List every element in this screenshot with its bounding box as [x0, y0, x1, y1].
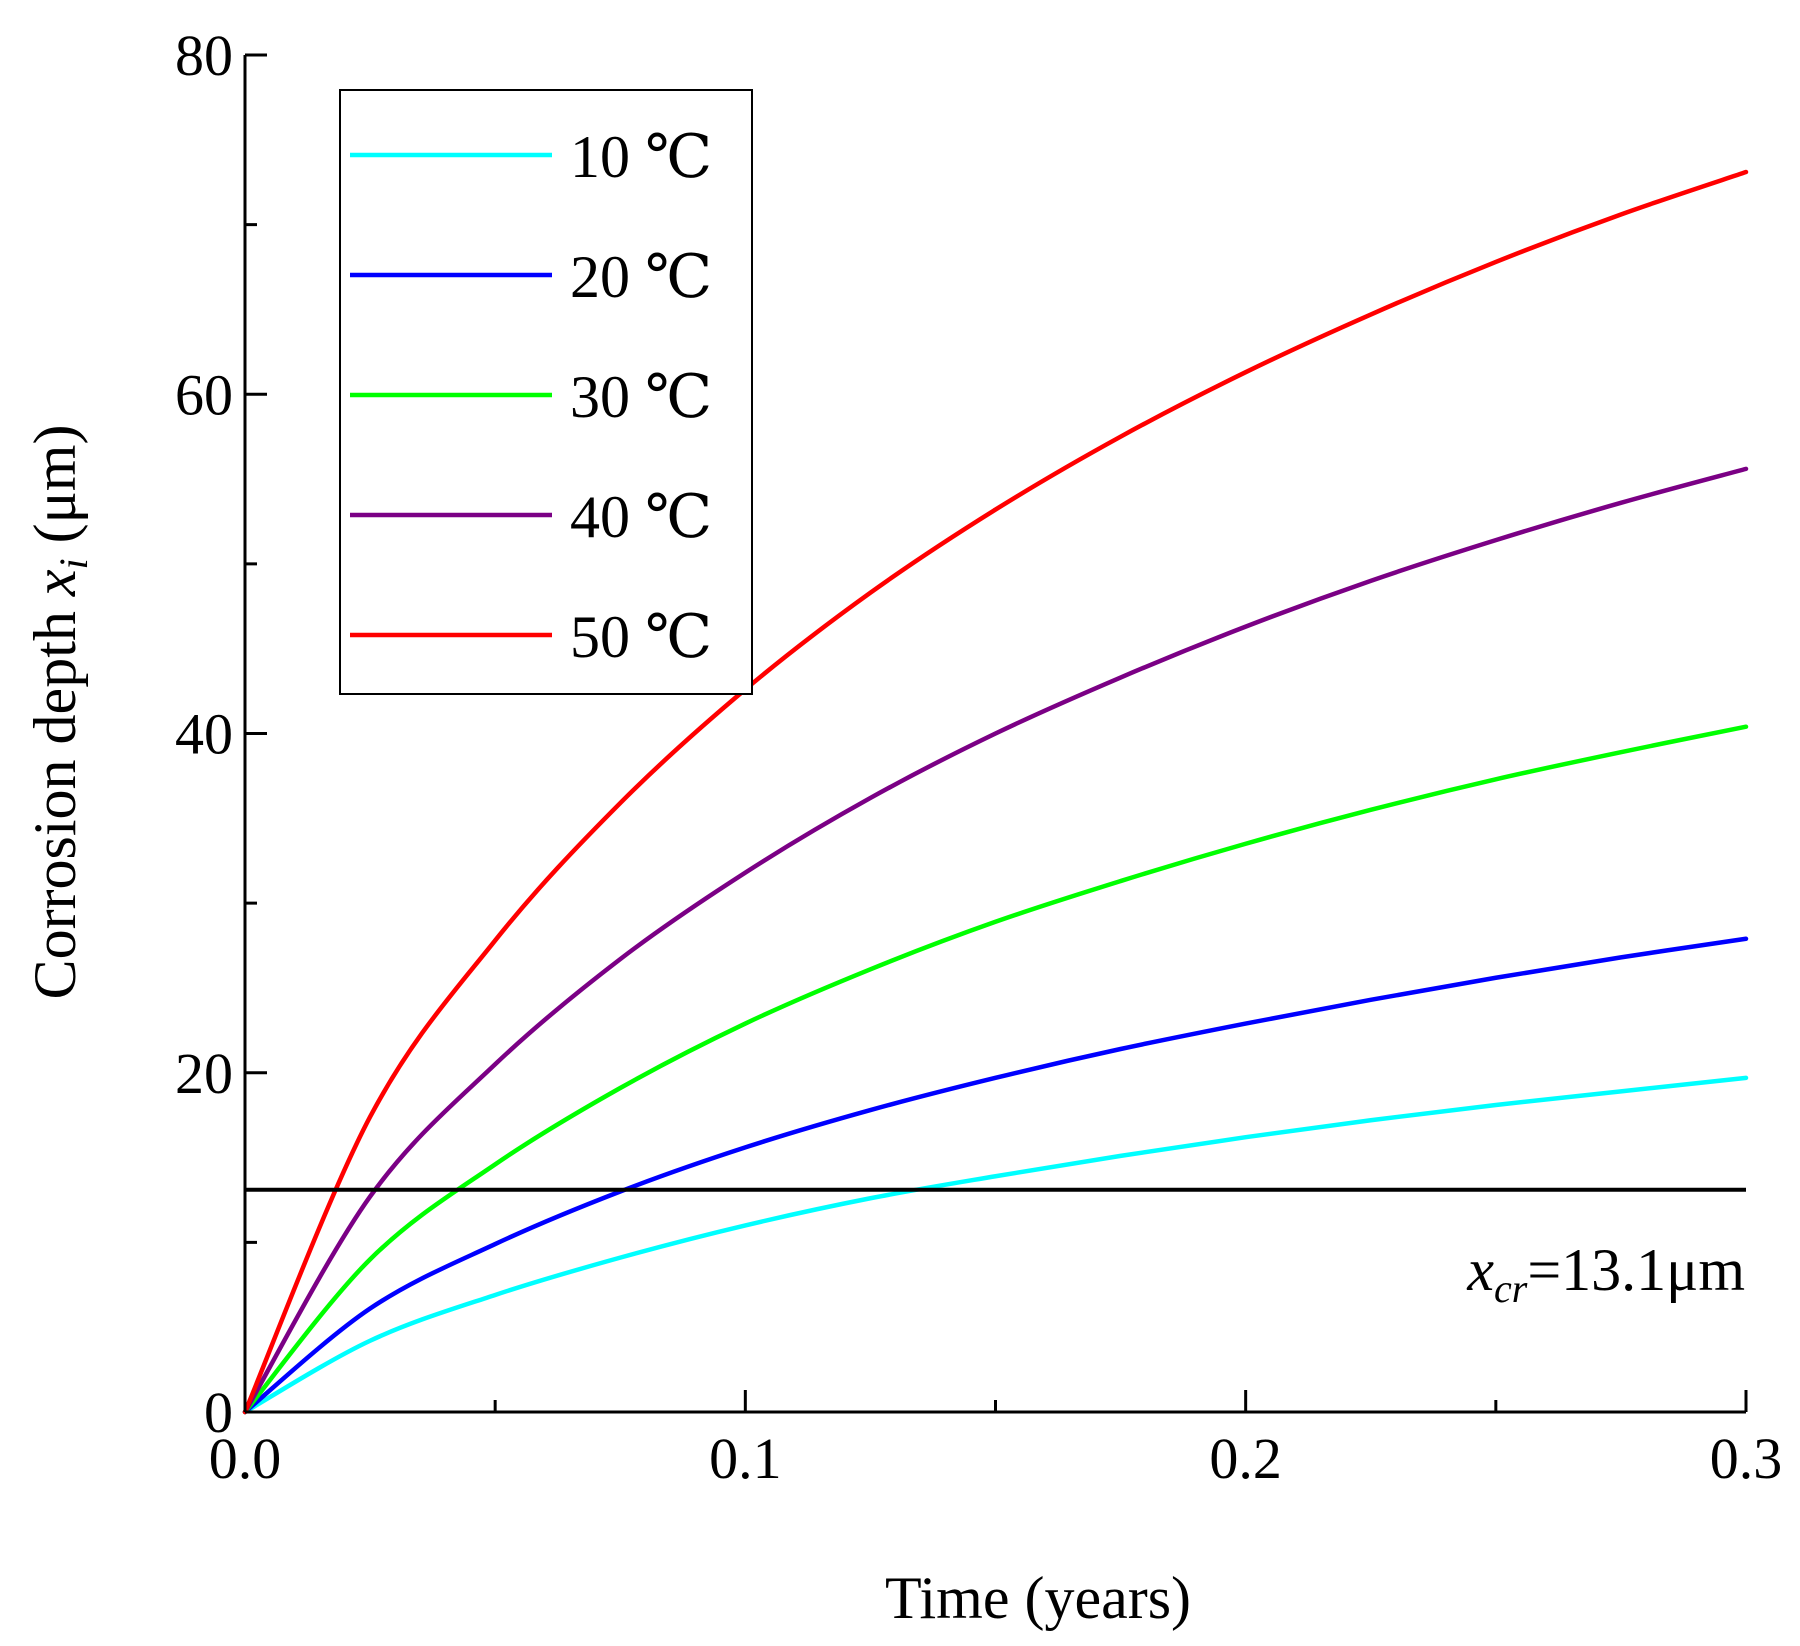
y-axis-title-unit: (μm) [22, 425, 88, 559]
legend-label-4: 40 ℃ [570, 484, 712, 550]
y-tick-label: 40 [175, 702, 233, 767]
y-axis-ticks [245, 53, 267, 1414]
y-tick-label: 20 [175, 1041, 233, 1106]
threshold-label: xcr=13.1μm [1466, 1237, 1745, 1311]
series-layer [242, 169, 1749, 1415]
legend-label-2: 20 ℃ [570, 244, 712, 310]
y-axis-title-var: x [22, 569, 88, 597]
y-tick-label: 0 [204, 1380, 233, 1445]
threshold-label-var: x [1466, 1237, 1494, 1303]
x-axis-ticks [243, 1390, 1748, 1412]
legend-label-5: 50 ℃ [570, 604, 712, 670]
series-line-3 [242, 724, 1749, 1415]
y-axis-title-sub: i [51, 558, 96, 569]
x-axis-title: Time (years) [885, 1565, 1191, 1631]
legend-label-3: 30 ℃ [570, 364, 712, 430]
y-tick-label: 60 [175, 362, 233, 427]
series-line-2 [242, 936, 1749, 1415]
series-line-4 [242, 466, 1749, 1415]
series-line-1 [242, 1075, 1749, 1415]
x-tick-label: 0.3 [1710, 1426, 1783, 1491]
x-tick-label: 0.1 [709, 1426, 782, 1491]
x-tick-label: 0.2 [1209, 1426, 1282, 1491]
legend: 10 ℃ 20 ℃ 30 ℃ 40 ℃ 50 ℃ [339, 89, 753, 695]
y-tick-labels: 0 20 40 60 80 [175, 23, 233, 1445]
y-axis-title-main: Corrosion depth [22, 596, 88, 999]
x-tick-labels: 0.0 0.1 0.2 0.3 [209, 1426, 1783, 1491]
threshold-label-sub: cr [1494, 1266, 1528, 1311]
threshold-label-rest: =13.1μm [1527, 1237, 1745, 1303]
legend-label-1: 10 ℃ [570, 124, 712, 190]
series-line-5 [242, 169, 1749, 1415]
x-tick-label: 0.0 [209, 1426, 282, 1491]
legend-box [339, 89, 753, 695]
y-tick-label: 80 [175, 23, 233, 88]
y-axis-title: Corrosion depth xi (μm) [22, 425, 96, 1000]
